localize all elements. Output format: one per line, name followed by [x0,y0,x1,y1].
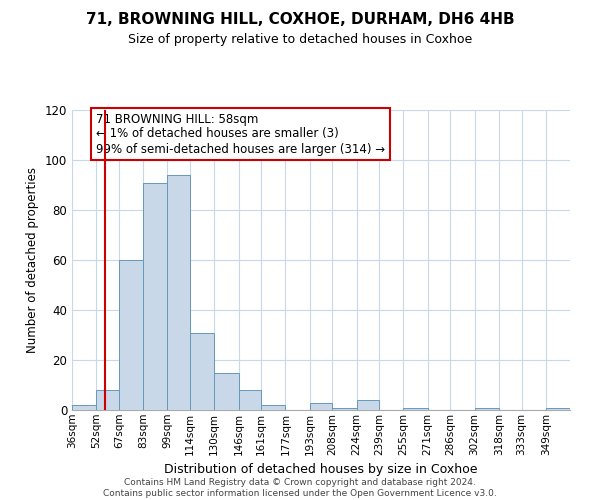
Y-axis label: Number of detached properties: Number of detached properties [26,167,39,353]
Text: Size of property relative to detached houses in Coxhoe: Size of property relative to detached ho… [128,32,472,46]
X-axis label: Distribution of detached houses by size in Coxhoe: Distribution of detached houses by size … [164,463,478,476]
Bar [332,408,356,410]
Bar [310,402,332,410]
Text: 71 BROWNING HILL: 58sqm
← 1% of detached houses are smaller (3)
99% of semi-deta: 71 BROWNING HILL: 58sqm ← 1% of detached… [96,112,385,156]
Bar [214,372,239,410]
Bar [72,405,96,410]
Bar [167,175,190,410]
Bar [261,405,286,410]
Bar [119,260,143,410]
Bar [356,400,379,410]
Text: 71, BROWNING HILL, COXHOE, DURHAM, DH6 4HB: 71, BROWNING HILL, COXHOE, DURHAM, DH6 4… [86,12,514,28]
Bar [475,408,499,410]
Text: Contains HM Land Registry data © Crown copyright and database right 2024.
Contai: Contains HM Land Registry data © Crown c… [103,478,497,498]
Bar [96,390,119,410]
Bar [546,408,570,410]
Bar [403,408,428,410]
Bar [239,390,261,410]
Bar [143,182,167,410]
Bar [190,332,214,410]
